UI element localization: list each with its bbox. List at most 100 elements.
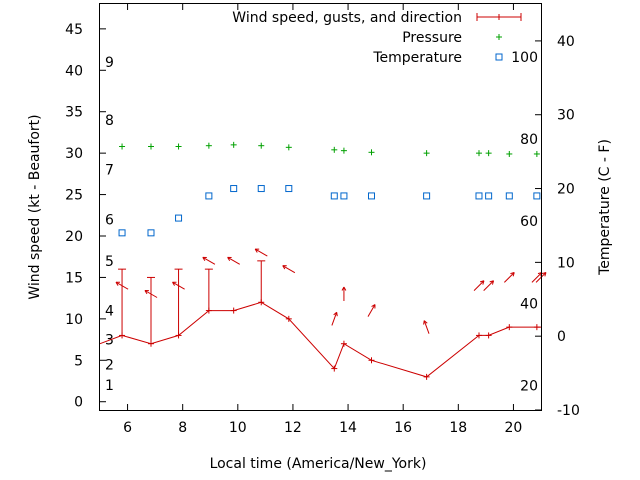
y-tick-label: 5: [74, 353, 83, 369]
temperature-point: [330, 192, 338, 200]
pressure-point: [147, 143, 154, 150]
x-tick-label: 14: [339, 420, 357, 436]
y2-tick-label: -10: [557, 403, 580, 419]
temperature-point: [340, 192, 348, 200]
x-tick-label: 20: [505, 420, 523, 436]
wind-speed-point: [119, 332, 126, 339]
wind-speed-point: [175, 332, 182, 339]
pressure-point: [506, 150, 513, 157]
y2-tick-label: 10: [557, 255, 575, 271]
beaufort-label: 2: [105, 357, 114, 373]
wind-speed-point: [368, 357, 375, 364]
wind-speed-point: [533, 324, 540, 331]
wind-direction-arrow: [282, 265, 296, 274]
x-tick-label: 16: [394, 420, 412, 436]
beaufort-label: 4: [105, 304, 114, 320]
y2-axis-label: Temperature (C - F): [597, 139, 613, 276]
temperature-point: [285, 185, 293, 193]
y-tick-label: 15: [65, 270, 83, 286]
pressure-point: [258, 142, 265, 149]
wind-direction-arrow: [172, 281, 185, 290]
wind-speed-point: [340, 340, 347, 347]
wind-speed-point: [205, 307, 212, 314]
pressure-point: [230, 141, 237, 148]
wind-direction-arrow: [503, 271, 515, 283]
wind-speed-point: [423, 373, 430, 380]
temperature-point: [257, 185, 265, 193]
x-tick-label: 8: [178, 420, 187, 436]
legend-label-pressure: Pressure: [402, 30, 462, 46]
pressure-point: [485, 150, 492, 157]
wind-direction-arrow: [341, 286, 347, 301]
wind-speed-point: [147, 340, 154, 347]
temperature-point: [475, 192, 483, 200]
wind-direction-arrow: [473, 280, 485, 292]
wind-speed-point: [485, 332, 492, 339]
legend-label-wind: Wind speed, gusts, and direction: [232, 10, 462, 26]
wind-speed-point: [506, 324, 513, 331]
pressure-point: [423, 150, 430, 157]
pressure-point: [533, 150, 540, 157]
pressure-point: [175, 143, 182, 150]
pressure-point: [475, 150, 482, 157]
fahrenheit-label: 80: [520, 132, 538, 148]
y2-tick-label: 30: [557, 108, 575, 124]
x-tick-label: 18: [449, 420, 467, 436]
fahrenheit-label: 40: [520, 297, 538, 313]
y-tick-label: 30: [65, 146, 83, 162]
wind-direction-arrow: [254, 248, 268, 257]
y-tick-label: 20: [65, 229, 83, 245]
y2-tick-label: 0: [557, 329, 566, 345]
y-tick-label: 40: [65, 63, 83, 79]
pressure-point: [285, 144, 292, 151]
legend-sample-temperature: [495, 53, 503, 61]
wind-direction-arrow: [423, 320, 430, 334]
temperature-point: [533, 192, 541, 200]
temperature-point: [175, 214, 183, 222]
y2-tick-label: 40: [557, 34, 575, 50]
legend-label-temperature: Temperature: [372, 50, 462, 66]
beaufort-label: 1: [105, 378, 114, 394]
wind-direction-arrow: [367, 304, 376, 317]
wind-direction-arrow: [483, 280, 495, 292]
pressure-point: [368, 149, 375, 156]
beaufort-label: 6: [105, 212, 114, 228]
axis-marks: 6 8 10 12 14 16 18 20051015202530354045-1001020…: [65, 4, 580, 436]
x-axis-label: Local time (America/New_York): [210, 456, 427, 472]
wind-direction-arrow: [227, 256, 240, 265]
pressure-point: [331, 146, 338, 153]
wind-speed-point: [258, 299, 265, 306]
wind-speed-point: [230, 307, 237, 314]
y-axis-label: Wind speed (kt - Beaufort): [27, 114, 43, 299]
fahrenheit-label: 20: [520, 379, 538, 395]
temperature-point: [423, 192, 431, 200]
x-tick-label: 12: [284, 420, 302, 436]
y-tick-label: 25: [65, 188, 83, 204]
y2-tick-label: 20: [557, 182, 575, 198]
pressure-point: [205, 142, 212, 149]
beaufort-label: 9: [105, 55, 114, 71]
fahrenheit-label: 60: [520, 214, 538, 230]
pressure-point: [119, 143, 126, 150]
y-tick-label: 45: [65, 22, 83, 38]
y-tick-label: 35: [65, 105, 83, 121]
x-tick-label: 6: [123, 420, 132, 436]
legend: Wind speed, gusts, and direction Pressur…: [232, 10, 522, 66]
temperature-point: [505, 192, 513, 200]
x-tick-label: 10: [229, 420, 247, 436]
legend-sample-wind: [476, 13, 522, 21]
temperature-point: [230, 185, 238, 193]
pressure-point: [340, 147, 347, 154]
wind-speed-point: [285, 315, 292, 322]
temperature-point: [118, 229, 126, 237]
plot-frame: [99, 3, 542, 411]
wind-direction-arrow: [202, 256, 216, 265]
wind-direction-arrow: [115, 281, 129, 290]
y-tick-label: 10: [65, 312, 83, 328]
beaufort-label: 8: [105, 113, 114, 129]
temperature-point: [485, 192, 493, 200]
temperature-point: [205, 192, 213, 200]
